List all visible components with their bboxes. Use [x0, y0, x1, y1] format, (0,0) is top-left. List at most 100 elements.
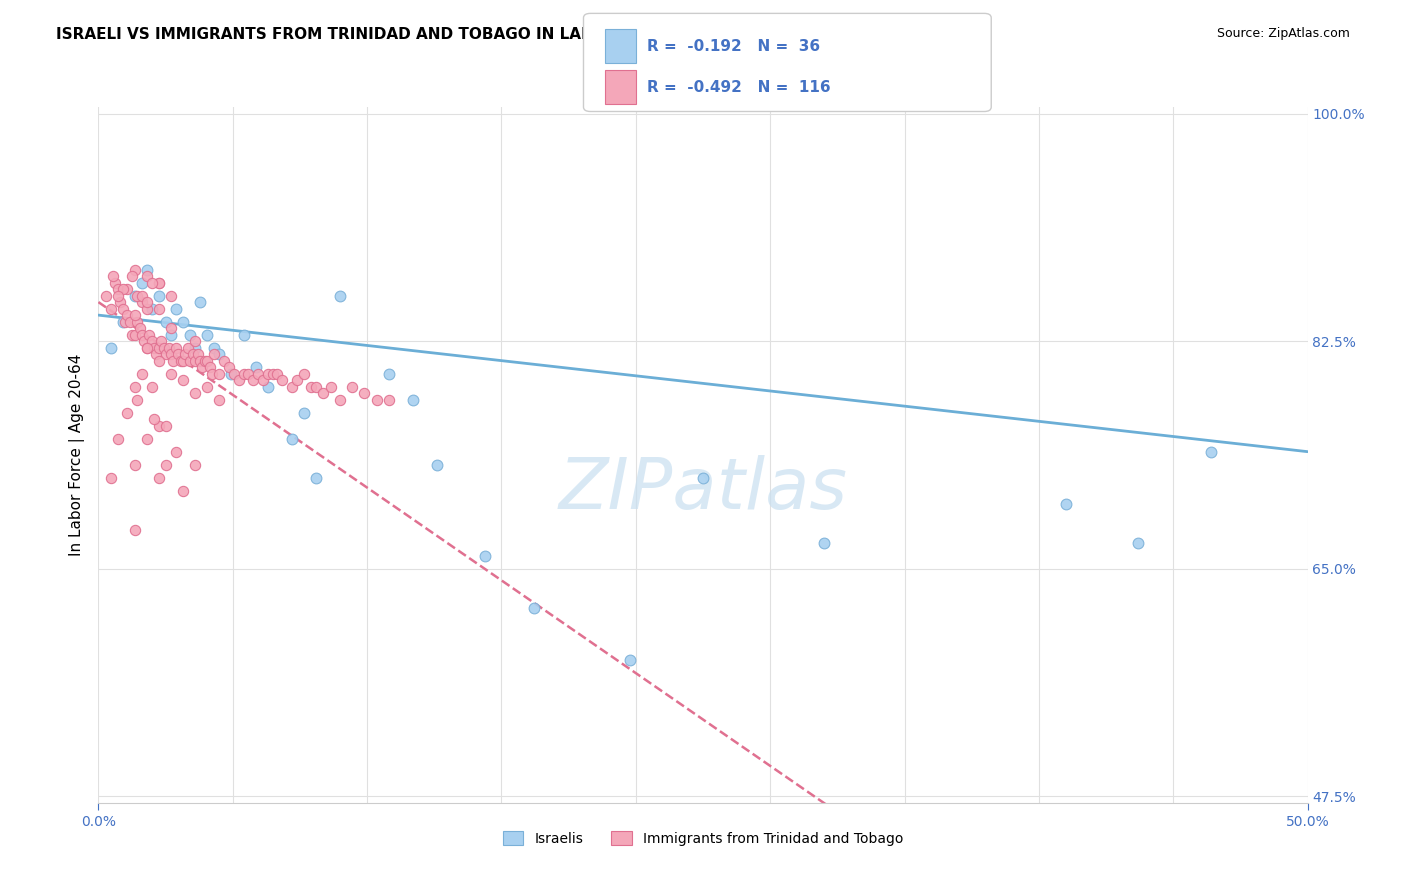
Point: [179, 353, 201, 368]
Point: [131, 288, 153, 302]
Point: [155, 347, 177, 361]
Point: [281, 432, 304, 446]
Point: [117, 282, 139, 296]
Point: [131, 276, 153, 290]
Point: [271, 373, 294, 387]
Point: [107, 282, 129, 296]
Point: [135, 432, 157, 446]
Point: [523, 600, 546, 615]
Point: [143, 412, 166, 426]
Point: [208, 367, 231, 381]
Point: [184, 353, 207, 368]
Point: [141, 379, 163, 393]
Point: [127, 392, 149, 407]
Point: [111, 301, 134, 316]
Point: [100, 471, 122, 485]
Point: [131, 295, 153, 310]
Point: [107, 288, 129, 302]
Point: [256, 379, 278, 393]
Point: [155, 458, 177, 472]
Point: [402, 392, 425, 407]
Point: [195, 327, 218, 342]
Point: [208, 347, 231, 361]
Point: [353, 386, 375, 401]
Point: [366, 392, 388, 407]
Point: [114, 315, 136, 329]
Point: [100, 301, 122, 316]
Point: [127, 315, 149, 329]
Point: [292, 406, 315, 420]
Point: [172, 373, 194, 387]
Point: [1054, 497, 1077, 511]
Legend: Israelis, Immigrants from Trinidad and Tobago: Israelis, Immigrants from Trinidad and T…: [496, 826, 910, 852]
Point: [184, 341, 207, 355]
Point: [160, 288, 183, 302]
Point: [172, 483, 194, 498]
Text: R =  -0.192   N =  36: R = -0.192 N = 36: [647, 39, 820, 54]
Text: R =  -0.492   N =  116: R = -0.492 N = 116: [647, 80, 831, 95]
Point: [245, 360, 267, 375]
Point: [305, 471, 328, 485]
Point: [148, 471, 170, 485]
Point: [342, 379, 364, 393]
Point: [165, 301, 187, 316]
Point: [184, 458, 207, 472]
Point: [172, 353, 194, 368]
Point: [312, 386, 335, 401]
Point: [155, 418, 177, 433]
Point: [238, 367, 260, 381]
Point: [108, 295, 131, 310]
Point: [141, 334, 163, 348]
Text: ZIPatlas: ZIPatlas: [558, 455, 848, 524]
Point: [292, 367, 315, 381]
Point: [377, 392, 399, 407]
Point: [221, 367, 243, 381]
Point: [124, 262, 146, 277]
Point: [135, 341, 157, 355]
Point: [184, 334, 207, 348]
Point: [135, 269, 157, 284]
Point: [94, 288, 117, 302]
Point: [148, 341, 170, 355]
Point: [204, 347, 226, 361]
Point: [124, 523, 146, 537]
Point: [141, 276, 163, 290]
Point: [172, 315, 194, 329]
Point: [135, 295, 157, 310]
Point: [232, 327, 254, 342]
Point: [152, 341, 174, 355]
Point: [117, 406, 139, 420]
Point: [198, 360, 221, 375]
Point: [162, 353, 184, 368]
Point: [305, 379, 328, 393]
Point: [181, 347, 204, 361]
Text: Source: ZipAtlas.com: Source: ZipAtlas.com: [1216, 27, 1350, 40]
Point: [1199, 444, 1222, 458]
Point: [208, 392, 231, 407]
Point: [692, 471, 714, 485]
Point: [218, 360, 240, 375]
Point: [281, 379, 304, 393]
Point: [138, 327, 160, 342]
Point: [165, 341, 187, 355]
Point: [886, 861, 908, 875]
Point: [191, 360, 214, 375]
Point: [141, 301, 163, 316]
Point: [169, 353, 191, 368]
Point: [195, 379, 218, 393]
Point: [195, 353, 218, 368]
Point: [174, 347, 197, 361]
Point: [150, 334, 173, 348]
Point: [160, 347, 183, 361]
Point: [242, 373, 264, 387]
Point: [262, 367, 284, 381]
Point: [124, 308, 146, 322]
Point: [329, 392, 352, 407]
Point: [212, 353, 235, 368]
Point: [619, 653, 641, 667]
Point: [188, 295, 211, 310]
Point: [266, 367, 288, 381]
Point: [285, 373, 308, 387]
Point: [143, 341, 166, 355]
Point: [247, 367, 270, 381]
